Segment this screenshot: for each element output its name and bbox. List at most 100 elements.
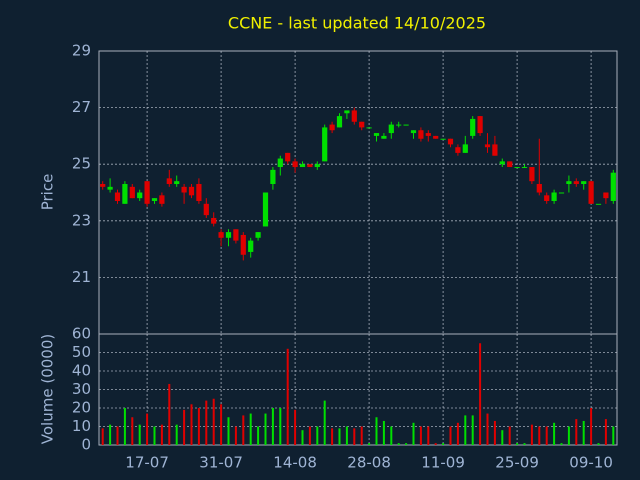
volume-bar <box>368 443 371 445</box>
candle-body <box>314 164 320 168</box>
y-tick-label: 23 <box>72 211 91 229</box>
candle-body <box>507 161 513 168</box>
volume-bar <box>168 383 171 445</box>
volume-bar <box>323 400 326 445</box>
volume-bar <box>412 422 415 445</box>
candle-body <box>403 124 409 126</box>
candle-body <box>499 161 505 165</box>
volume-bar <box>249 413 252 445</box>
chart-title: CCNE - last updated 14/10/2025 <box>228 14 486 33</box>
candle-body <box>336 116 343 128</box>
volume-bar <box>190 404 193 445</box>
volume-bar <box>308 426 311 445</box>
candle-body <box>603 192 609 199</box>
candle-body <box>351 110 357 122</box>
volume-bar <box>360 426 363 445</box>
volume-bar <box>116 426 119 445</box>
candle-body <box>203 203 209 216</box>
candle-body <box>151 198 158 201</box>
candle-body <box>514 167 520 169</box>
x-tick-label: 31-07 <box>199 454 243 472</box>
candle-body <box>573 181 579 185</box>
candle-body <box>329 124 335 131</box>
volume-bar <box>471 415 474 445</box>
candle-body <box>544 195 550 201</box>
y-tick-label: 27 <box>72 98 91 116</box>
y-tick-label: 10 <box>72 417 91 435</box>
candle-body <box>381 135 387 139</box>
candle-body <box>233 229 239 241</box>
volume-bar <box>382 420 385 445</box>
candle-body <box>536 184 542 193</box>
volume-bar <box>338 428 341 445</box>
candle-body <box>551 192 557 201</box>
volume-bar <box>442 443 445 445</box>
candle-body <box>595 203 602 205</box>
candle-body <box>174 181 180 185</box>
volume-bar <box>345 426 348 445</box>
candle-body <box>277 158 283 168</box>
candle-body <box>270 169 276 185</box>
volume-bar <box>604 419 607 445</box>
volume-bar <box>183 409 186 445</box>
volume-bar <box>331 428 334 445</box>
candle-body <box>359 121 365 128</box>
volume-bar <box>301 430 304 445</box>
y-tick-label: 50 <box>72 343 91 361</box>
candle-body <box>137 192 143 199</box>
y-axis-label: Volume (0000) <box>39 334 57 444</box>
volume-bar <box>493 420 496 445</box>
volume-bar <box>486 413 489 445</box>
volume-bar <box>101 428 104 445</box>
candle-body <box>610 172 616 201</box>
candle-body <box>344 110 350 114</box>
y-tick-label: 20 <box>72 399 91 417</box>
volume-bar <box>567 426 570 445</box>
volume-bar <box>427 426 430 445</box>
candle-body <box>144 181 150 204</box>
candle-body <box>447 138 454 145</box>
x-tick-label: 17-07 <box>125 454 169 472</box>
y-tick-label: 21 <box>72 268 91 286</box>
y-tick-label: 60 <box>72 325 91 343</box>
volume-bar <box>212 398 215 445</box>
candle-body <box>558 192 565 194</box>
candle-body <box>566 181 572 185</box>
candle-body <box>433 135 439 139</box>
y-tick-label: 30 <box>72 380 91 398</box>
candle-body <box>322 127 328 162</box>
volume-bar <box>123 408 126 445</box>
volume-bar <box>597 443 600 445</box>
candle-body <box>225 232 232 238</box>
volume-bar <box>316 426 319 445</box>
candle-body <box>262 192 269 227</box>
candle-body <box>477 116 483 134</box>
volume-bar <box>590 408 593 445</box>
candle-body <box>581 181 587 185</box>
candle-body <box>529 167 535 182</box>
candle-body <box>196 184 202 201</box>
candle-body <box>292 161 298 168</box>
candle-body <box>307 164 313 168</box>
volume-bar <box>501 430 504 445</box>
candle-body <box>218 232 224 238</box>
y-axis-label: Price <box>39 174 57 211</box>
volume-bar <box>434 443 437 445</box>
y-tick-label: 0 <box>81 436 91 454</box>
volume-bar <box>508 426 511 445</box>
candle-body <box>373 133 380 136</box>
y-tick-label: 29 <box>72 42 91 60</box>
volume-bar <box>390 426 393 445</box>
volume-bar <box>146 413 149 445</box>
candle-body <box>492 144 498 156</box>
candle-body <box>107 186 113 190</box>
volume-bar <box>271 408 274 445</box>
candle-body <box>240 234 246 255</box>
volume-bar <box>516 443 519 445</box>
volume-bar <box>153 426 156 445</box>
y-tick-label: 25 <box>72 155 91 173</box>
volume-bar <box>456 422 459 445</box>
candle-body <box>255 232 261 238</box>
x-tick-label: 11-09 <box>421 454 465 472</box>
